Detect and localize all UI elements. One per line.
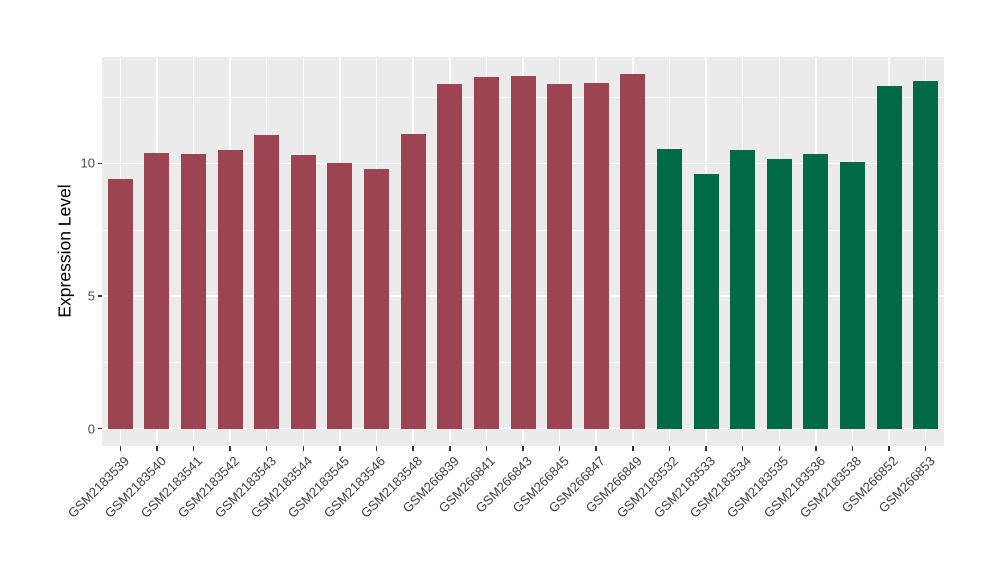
bar-GSM2183536	[803, 154, 829, 429]
y-tick-label: 0	[87, 421, 95, 437]
x-axis-tick	[558, 446, 561, 451]
x-axis-tick	[485, 446, 488, 451]
bar-GSM2183544	[290, 155, 316, 429]
x-axis-tick	[741, 446, 744, 451]
bar-GSM2183540	[144, 152, 170, 429]
bar-GSM2183545	[327, 163, 353, 429]
x-axis-tick	[705, 446, 707, 451]
x-axis-tick	[924, 446, 927, 451]
y-tick-label: 10	[80, 155, 95, 171]
x-axis-tick	[815, 446, 817, 451]
y-axis-tick	[97, 427, 102, 430]
bar-GSM2183533	[693, 173, 719, 429]
bar-GSM266845	[547, 83, 573, 429]
bar-GSM2183539	[107, 179, 133, 429]
x-axis-tick	[229, 446, 231, 451]
bar-GSM266849	[620, 74, 646, 429]
bar-GSM2183542	[217, 150, 243, 429]
bar-GSM2183535	[766, 159, 792, 429]
x-axis-tick	[412, 446, 414, 451]
x-axis-tick	[302, 446, 305, 451]
bar-GSM266852	[876, 86, 902, 429]
y-tick-label: 5	[87, 288, 95, 304]
x-axis-tick	[668, 446, 671, 451]
x-axis-tick	[632, 446, 634, 451]
bar-GSM2183543	[254, 135, 280, 429]
bar-GSM266841	[473, 77, 499, 429]
bar-GSM266853	[913, 81, 939, 429]
bar-GSM266839	[437, 84, 463, 429]
bar-GSM2183532	[656, 148, 682, 429]
bar-GSM2183541	[181, 154, 207, 429]
x-axis-tick	[778, 446, 780, 451]
bar-GSM2183538	[839, 161, 865, 429]
x-axis-tick	[449, 446, 451, 451]
bar-GSM266847	[583, 83, 609, 429]
x-axis-tick	[851, 446, 854, 451]
x-axis-tick	[156, 446, 158, 451]
x-axis-tick	[339, 446, 341, 451]
x-axis-tick	[119, 446, 122, 451]
x-axis-tick	[192, 446, 195, 451]
x-axis-tick	[888, 446, 890, 451]
x-axis-tick	[375, 446, 378, 451]
bar-GSM2183534	[730, 150, 756, 429]
plot-panel	[102, 57, 944, 446]
bar-GSM266843	[510, 75, 536, 429]
x-axis-tick	[522, 446, 524, 451]
y-axis-tick	[97, 162, 102, 165]
bar-GSM2183548	[400, 134, 426, 429]
x-axis-tick	[595, 446, 597, 451]
x-axis-tick	[265, 446, 268, 451]
bar-GSM2183546	[364, 168, 390, 429]
y-axis-tick	[97, 295, 102, 297]
